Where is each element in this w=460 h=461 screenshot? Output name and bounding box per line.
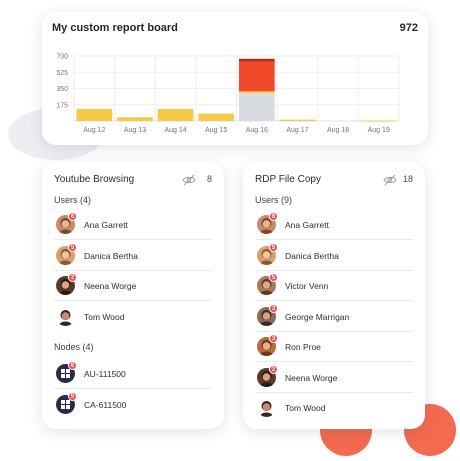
x-tick-label: Aug 15 — [205, 127, 227, 134]
user-row[interactable]: 3 George Marrigan — [255, 302, 413, 332]
bar-segment[interactable] — [279, 119, 316, 121]
user-name: Danica Bertha — [84, 250, 138, 261]
y-tick-label: 350 — [56, 86, 68, 93]
alert-count-badge: 3 — [269, 303, 278, 313]
alert-count-badge: 6 — [68, 212, 77, 221]
user-name: Ana Garrett — [84, 220, 128, 230]
user-name: Neena Worge — [84, 281, 137, 291]
user-name: Tom Wood — [285, 403, 326, 413]
user-name: Victor Venn — [285, 281, 329, 291]
card-title: RDP File Copy — [255, 174, 321, 185]
user-row[interactable]: 3 Ron Proe — [255, 332, 413, 362]
x-tick-label: Aug 17 — [286, 127, 308, 134]
users-section-label: Users (9) — [255, 195, 293, 205]
y-tick-label: 525 — [56, 70, 68, 77]
user-row[interactable]: 6 Ana Garrett — [255, 210, 413, 240]
user-row[interactable]: 2 Neena Worge — [54, 271, 212, 301]
y-tick-label: 700 — [56, 54, 68, 61]
y-tick-label: 175 — [56, 102, 68, 109]
bar-chart: 700 525 350 175 Aug 12 Aug 13 Aug 14 Aug 15 Aug … — [56, 54, 400, 134]
x-tick-label: Aug 16 — [246, 127, 268, 134]
user-name: Ana Garrett — [285, 220, 329, 230]
user-name: Neena Worge — [285, 372, 338, 383]
card-count: 8 — [206, 174, 212, 184]
alert-count-badge: 2 — [68, 273, 77, 282]
user-avatar — [56, 245, 75, 265]
x-tick-label: Aug 18 — [327, 127, 349, 134]
rdp-file-copy-card[interactable]: RDP File Copy 18 Users (9) 6 Ana Garrett 5… — [243, 162, 425, 429]
x-tick-label: Aug 12 — [83, 127, 105, 134]
user-name: George Marrigan — [285, 311, 350, 322]
alert-count-badge: 2 — [269, 364, 278, 374]
alert-count-badge: 5 — [68, 392, 77, 401]
card-title: Youtube Browsing — [54, 174, 135, 185]
user-name: Tom Wood — [84, 311, 125, 322]
youtube-browsing-card[interactable]: Youtube Browsing 8 Users (4) Nodes (4) 6… — [42, 162, 224, 429]
bar-segment[interactable] — [238, 58, 275, 62]
card-header: Youtube Browsing 8 — [54, 174, 212, 188]
alert-count-badge: 3 — [269, 334, 278, 343]
bar-segment[interactable] — [238, 61, 275, 92]
node-row[interactable]: 5 CA-611500 — [54, 390, 212, 420]
bar-segment[interactable] — [198, 113, 235, 121]
alert-count-badge: 6 — [68, 361, 77, 370]
alert-count-badge: 5 — [68, 242, 77, 252]
card-count: 18 — [402, 174, 413, 184]
user-avatar — [257, 245, 276, 265]
x-tick-label: Aug 13 — [124, 127, 146, 134]
report-title: My custom report board — [52, 22, 178, 34]
report-total: 972 — [399, 22, 418, 34]
user-row[interactable]: 5 Danica Bertha — [255, 241, 413, 271]
bar-segment[interactable] — [157, 108, 194, 121]
eye-off-icon[interactable] — [182, 174, 196, 186]
alert-count-badge: 5 — [269, 242, 278, 252]
node-name: CA-611500 — [84, 400, 127, 410]
user-avatar — [257, 398, 276, 417]
user-row[interactable]: 6 Ana Garrett — [54, 210, 212, 240]
users-section-label: Users (4) — [54, 195, 92, 205]
alert-count-badge: 6 — [269, 212, 278, 221]
user-row[interactable]: 5 Victor Venn — [255, 271, 413, 301]
bar-segment[interactable] — [117, 117, 153, 121]
card-header: RDP File Copy 18 — [255, 174, 413, 188]
bar-segment[interactable] — [238, 93, 275, 121]
x-tick-label: Aug 19 — [368, 127, 390, 134]
eye-off-icon[interactable] — [383, 174, 397, 186]
x-tick-label: Aug 14 — [164, 127, 186, 134]
node-name: AU-111500 — [84, 369, 126, 379]
user-name: Danica Bertha — [285, 250, 339, 261]
report-board-card[interactable]: My custom report board 972 700 525 350 175 A… — [42, 12, 428, 145]
alert-count-badge: 5 — [269, 273, 278, 282]
bar-segment[interactable] — [360, 120, 397, 122]
node-row[interactable]: 6 AU-111500 — [54, 359, 212, 389]
user-avatar — [257, 367, 276, 387]
user-row[interactable]: Tom Wood — [54, 302, 212, 332]
bar-segment[interactable] — [76, 108, 113, 121]
user-row[interactable]: Tom Wood — [255, 393, 413, 423]
bar-segment[interactable] — [238, 91, 275, 94]
nodes-section-label: Nodes (4) — [54, 342, 94, 352]
user-avatar — [56, 306, 75, 326]
user-row[interactable]: 2 Neena Worge — [255, 363, 413, 393]
user-row[interactable]: 5 Danica Bertha — [54, 241, 212, 271]
user-name: Ron Proe — [285, 342, 321, 352]
